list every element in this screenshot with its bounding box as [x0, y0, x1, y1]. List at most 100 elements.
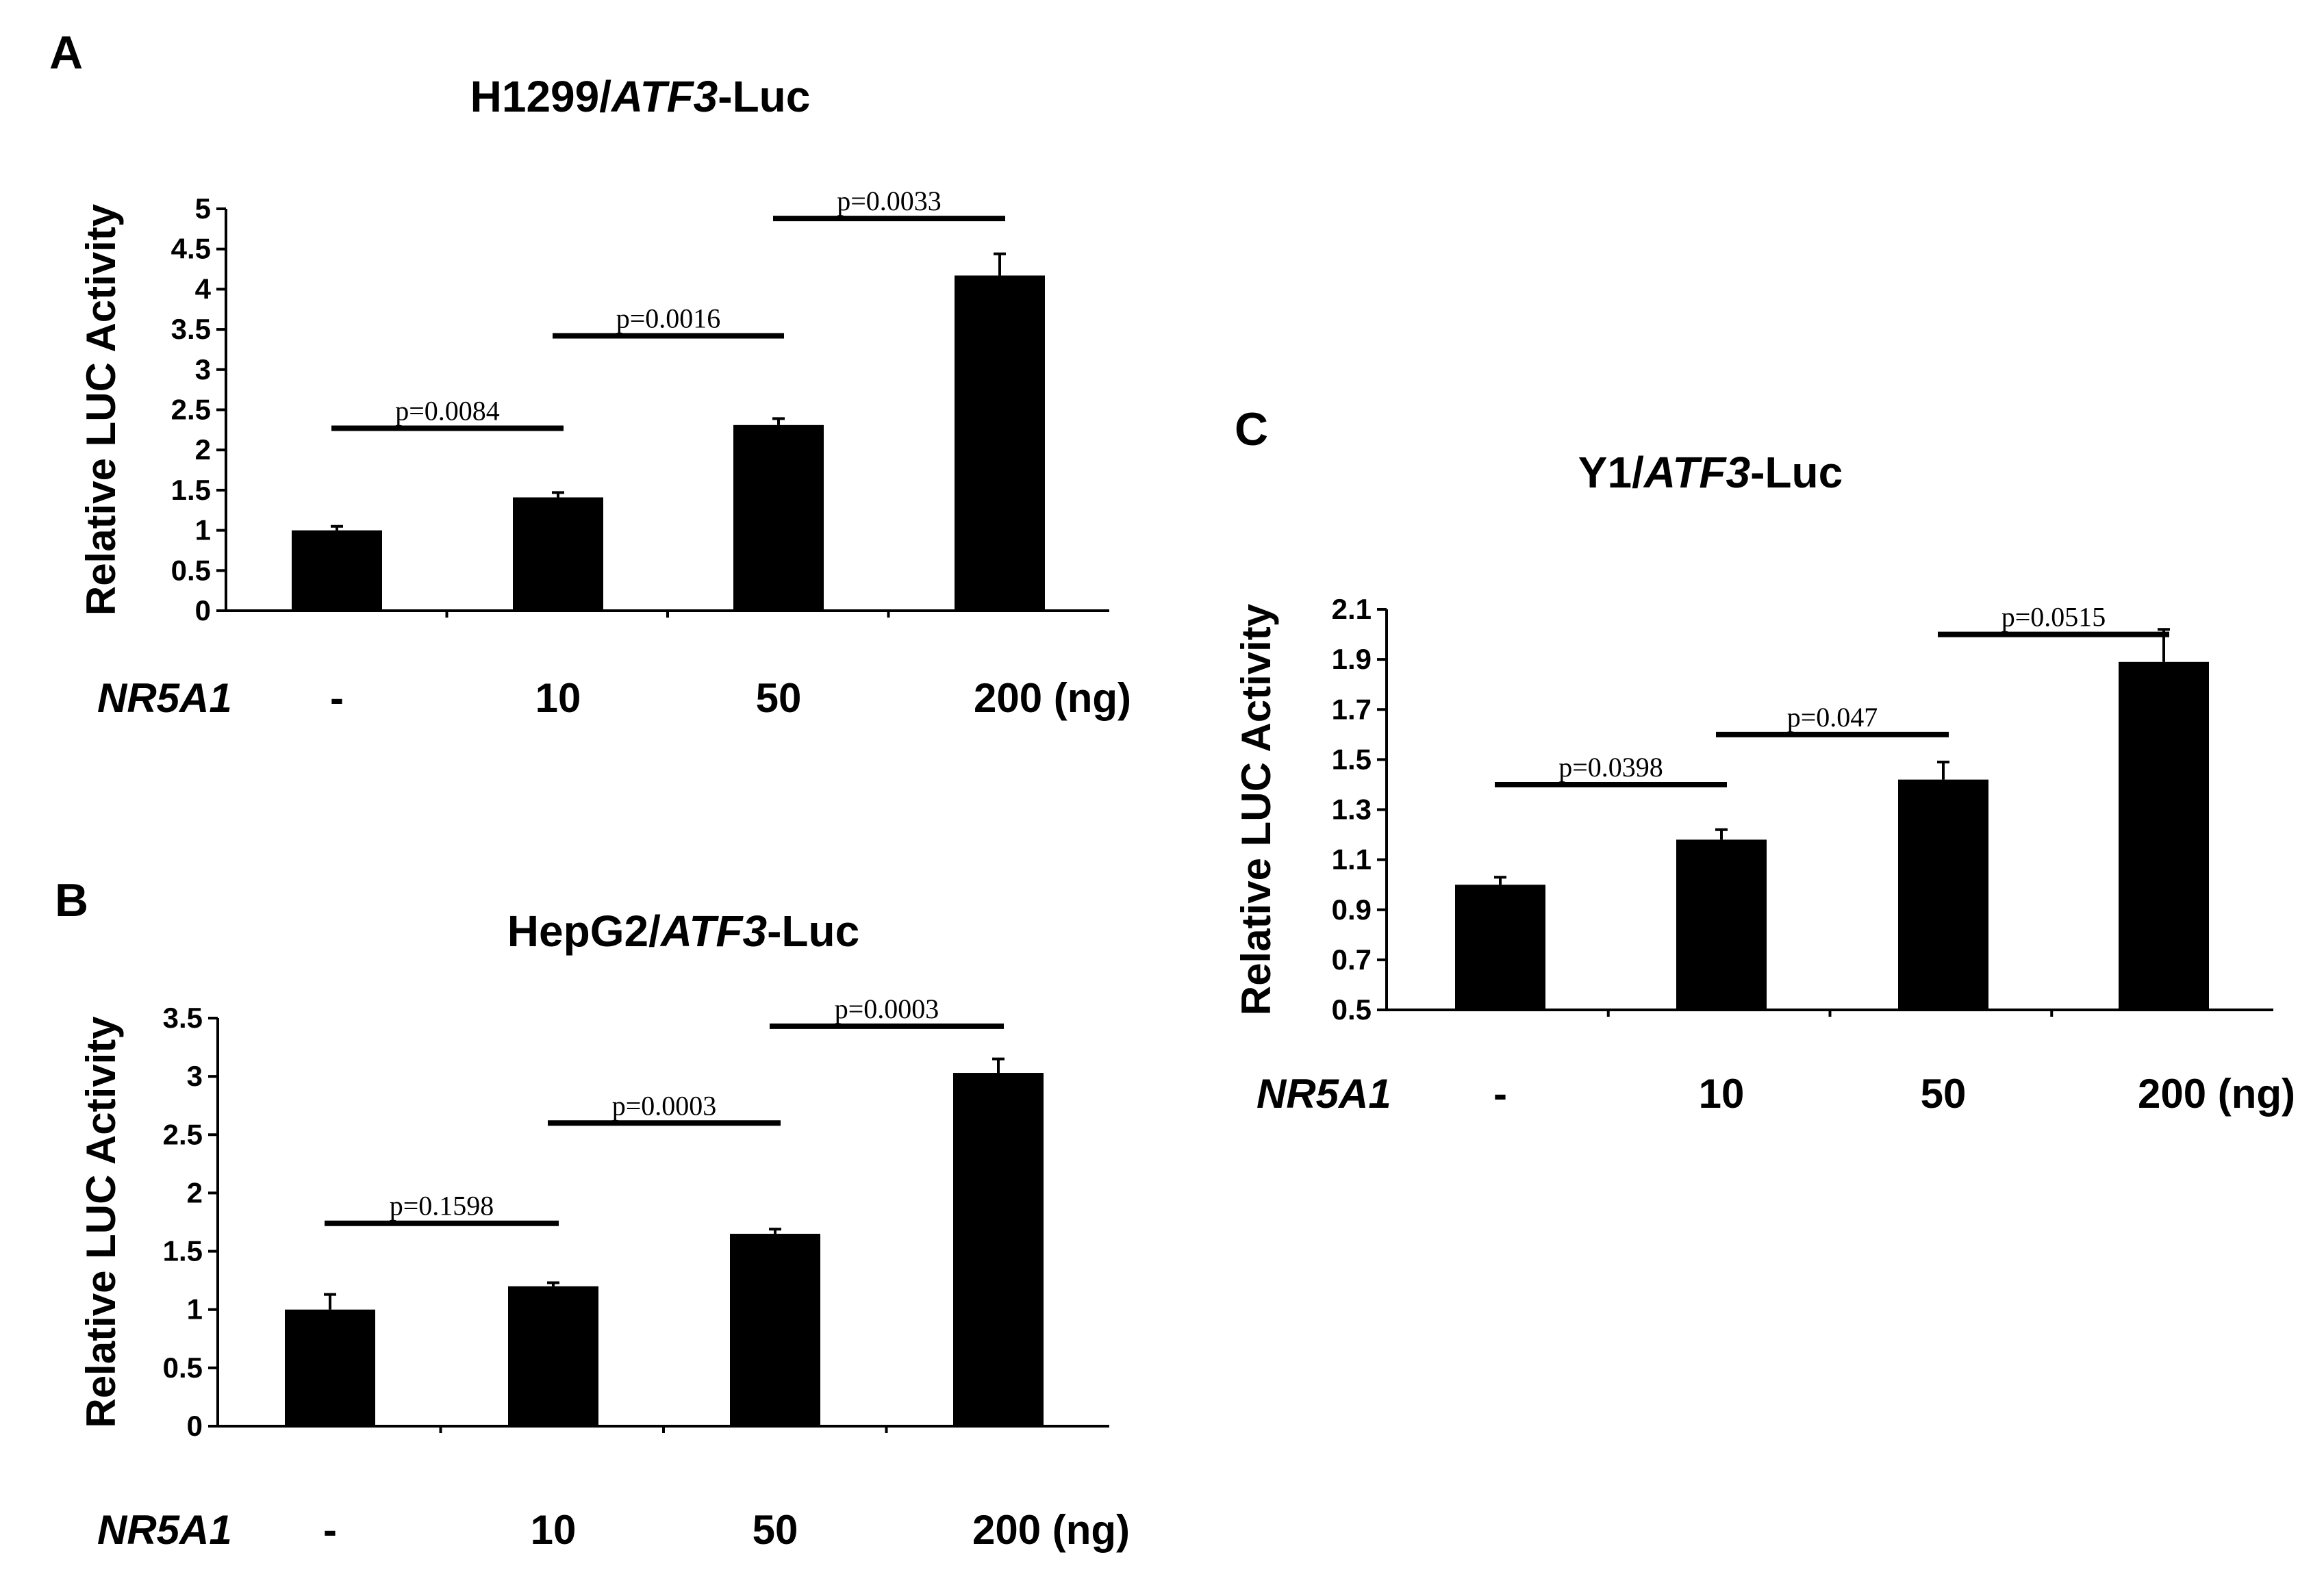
title-part: ATF3 [1643, 448, 1750, 497]
category-label: - [1493, 1071, 1507, 1117]
category-label: 10 [535, 675, 581, 721]
category-label: 200 [2138, 1071, 2206, 1117]
bar [292, 530, 382, 611]
bar [285, 1309, 375, 1426]
y-tick-label: 3.5 [171, 313, 211, 345]
p-value-label: p=0.0003 [612, 1090, 717, 1121]
y-tick-label: 0.5 [163, 1352, 203, 1384]
category-label: - [323, 1507, 337, 1553]
bar [1676, 839, 1767, 1010]
title-part: -Luc [767, 906, 859, 956]
panel-letter: A [49, 27, 83, 79]
y-tick-label: 2 [187, 1176, 203, 1208]
title-part: -Luc [1750, 448, 1843, 497]
y-tick-label: 1 [187, 1293, 203, 1326]
panel-letter: B [55, 874, 88, 926]
bar [513, 497, 603, 611]
y-tick-label: 3 [195, 353, 211, 385]
y-tick-label: 1.5 [1332, 743, 1372, 775]
chart-title: H1299/ATF3-Luc [470, 72, 811, 121]
unit-label: (ng) [2206, 1071, 2295, 1117]
category-label: 200 [974, 675, 1042, 721]
x-tick-label: 200 (ng) [972, 1507, 1130, 1553]
unit-label: (ng) [1041, 1507, 1130, 1553]
title-part: ATF3 [659, 906, 767, 956]
y-tick-label: 4 [195, 272, 212, 305]
bar [733, 424, 824, 611]
bar [1455, 885, 1545, 1010]
y-tick-label: 3.5 [163, 1002, 203, 1034]
unit-label: (ng) [1042, 675, 1131, 721]
x-variable-name: NR5A1 [1256, 1071, 1391, 1117]
y-tick-label: 0.7 [1332, 943, 1372, 976]
p-value-label: p=0.0515 [2001, 602, 2106, 633]
bar [1898, 779, 1988, 1010]
x-tick-label: 50 [756, 675, 802, 721]
p-value-label: p=0.047 [1787, 702, 1878, 733]
y-tick-label: 2.5 [171, 394, 211, 426]
y-tick-label: 2 [195, 433, 211, 466]
title-part: H1299/ [470, 72, 612, 121]
category-label: 200 [972, 1507, 1041, 1553]
y-tick-label: 0.5 [171, 554, 211, 586]
y-tick-label: 1.3 [1332, 794, 1372, 826]
bar [508, 1286, 598, 1426]
p-value-label: p=0.0016 [616, 303, 721, 333]
category-label: 50 [753, 1507, 798, 1553]
y-tick-label: 3 [187, 1060, 203, 1092]
bar [2119, 661, 2209, 1010]
x-tick-label: 200 (ng) [974, 675, 1131, 721]
title-part: Y1/ [1578, 448, 1644, 497]
p-value-label: p=0.0033 [837, 186, 942, 216]
y-axis-label: Relative LUC Activity [78, 1016, 124, 1428]
p-value-label: p=0.1598 [390, 1191, 494, 1221]
panel-a: A H1299/ATF3-Luc Relative LUC Activity 0 0.5… [49, 27, 1131, 721]
x-tick-label: - [1493, 1071, 1507, 1117]
x-variable-name: NR5A1 [97, 1507, 232, 1553]
bar [730, 1234, 820, 1426]
x-tick-label: 50 [1921, 1071, 1967, 1117]
y-tick-label: 0.5 [1332, 993, 1372, 1026]
title-part: ATF3 [610, 72, 718, 121]
category-label: 10 [531, 1507, 577, 1553]
y-tick-label: 2.5 [163, 1118, 203, 1150]
p-value-label: p=0.0084 [395, 396, 500, 427]
y-tick-label: 0 [195, 594, 211, 626]
chart-title: Y1/ATF3-Luc [1578, 448, 1843, 497]
x-tick-label: 50 [753, 1507, 798, 1553]
y-tick-label: 4.5 [171, 233, 211, 265]
x-variable-name: NR5A1 [97, 675, 232, 721]
x-tick-label: 10 [531, 1507, 577, 1553]
x-tick-label: 10 [1699, 1071, 1745, 1117]
category-label: 10 [1699, 1071, 1745, 1117]
title-part: -Luc [718, 72, 810, 121]
chart-title: HepG2/ATF3-Luc [507, 906, 859, 956]
category-label: 50 [756, 675, 802, 721]
title-part: HepG2/ [507, 906, 661, 956]
y-tick-label: 1.7 [1332, 693, 1372, 725]
y-tick-label: 1 [195, 514, 211, 546]
x-tick-label: - [323, 1507, 337, 1553]
y-tick-label: 1.5 [163, 1235, 203, 1267]
p-value-label: p=0.0398 [1558, 752, 1663, 783]
y-axis-label: Relative LUC Activity [1233, 603, 1279, 1015]
category-label: - [330, 675, 344, 721]
y-tick-label: 5 [195, 192, 211, 225]
panel-b: B HepG2/ATF3-Luc Relative LUC Activity 0 0.5… [55, 874, 1130, 1553]
y-tick-label: 2.1 [1332, 593, 1372, 625]
x-tick-label: - [330, 675, 344, 721]
y-tick-label: 0.9 [1332, 893, 1372, 926]
panel-c: C Y1/ATF3-Luc Relative LUC Activity 0.5 0.7 0… [1233, 403, 2295, 1117]
bar [953, 1073, 1044, 1426]
x-tick-label: 10 [535, 675, 581, 721]
category-label: 50 [1921, 1071, 1967, 1117]
panel-letter: C [1235, 403, 1268, 455]
y-axis-label: Relative LUC Activity [78, 203, 124, 616]
y-tick-label: 0 [187, 1410, 203, 1442]
p-value-label: p=0.0003 [835, 993, 939, 1024]
bar [955, 275, 1045, 611]
y-tick-label: 1.9 [1332, 643, 1372, 675]
y-tick-label: 1.5 [171, 474, 211, 506]
y-tick-label: 1.1 [1332, 844, 1372, 876]
